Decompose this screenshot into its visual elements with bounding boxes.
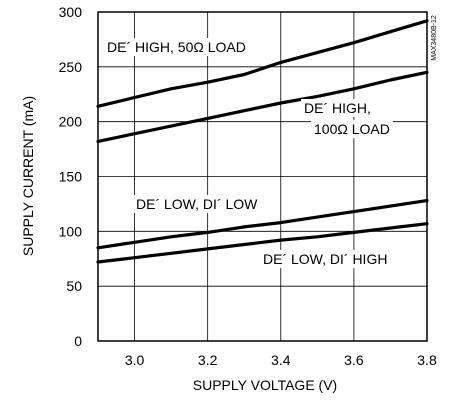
plot-frame	[97, 11, 428, 342]
series-label-background	[260, 250, 391, 268]
series-label-2: DE´ HIGH, 100Ω LOAD	[301, 99, 393, 138]
grid-lines	[98, 11, 428, 342]
series-label-text: DE´ HIGH, 50Ω LOAD	[107, 39, 246, 55]
y-tick-label: 0	[74, 333, 82, 349]
x-tick-label: 3.0	[125, 352, 145, 368]
y-tick-labels: 0 50 100 150 200 250 300	[59, 4, 83, 349]
x-tick-labels: 3.0 3.2 3.4 3.6 3.8	[125, 352, 437, 368]
y-tick-label: 300	[59, 4, 83, 20]
series-label-text: DE´ LOW, DI´ HIGH	[263, 251, 387, 267]
series-label-text: DE´ HIGH,	[304, 100, 371, 116]
series-lines	[96, 19, 429, 264]
x-tick-label: 3.2	[198, 352, 218, 368]
y-tick-label: 200	[59, 114, 83, 130]
x-tick-label: 3.4	[271, 352, 291, 368]
y-tick-label: 250	[59, 59, 83, 75]
series-line-3	[96, 199, 429, 250]
series-label-3: DE´ LOW, DI´ LOW	[133, 195, 262, 213]
series-label-text: DE´ LOW, DI´ LOW	[136, 196, 258, 212]
y-tick-label: 50	[66, 278, 82, 294]
x-axis-title: SUPPLY VOLTAGE (V)	[193, 377, 337, 393]
series-label-background	[311, 120, 393, 138]
series-label-text: 100Ω LOAD	[314, 121, 390, 137]
y-tick-label: 100	[59, 223, 83, 239]
series-line-1	[96, 19, 429, 108]
y-axis-title: SUPPLY CURRENT (mA)	[20, 96, 36, 256]
series-label-1: DE´ HIGH, 50Ω LOAD	[104, 38, 249, 56]
series-label-4: DE´ LOW, DI´ HIGH	[260, 250, 391, 268]
series-line-4	[96, 222, 429, 264]
series-line-2	[96, 70, 429, 143]
x-tick-label: 3.6	[344, 352, 364, 368]
figure-id-note: MAX3480B-12	[431, 15, 438, 61]
y-tick-label: 150	[59, 169, 83, 185]
series-label-background	[301, 99, 374, 117]
series-label-background	[104, 38, 249, 56]
x-tick-label: 3.8	[417, 352, 437, 368]
series-label-background	[133, 195, 262, 213]
